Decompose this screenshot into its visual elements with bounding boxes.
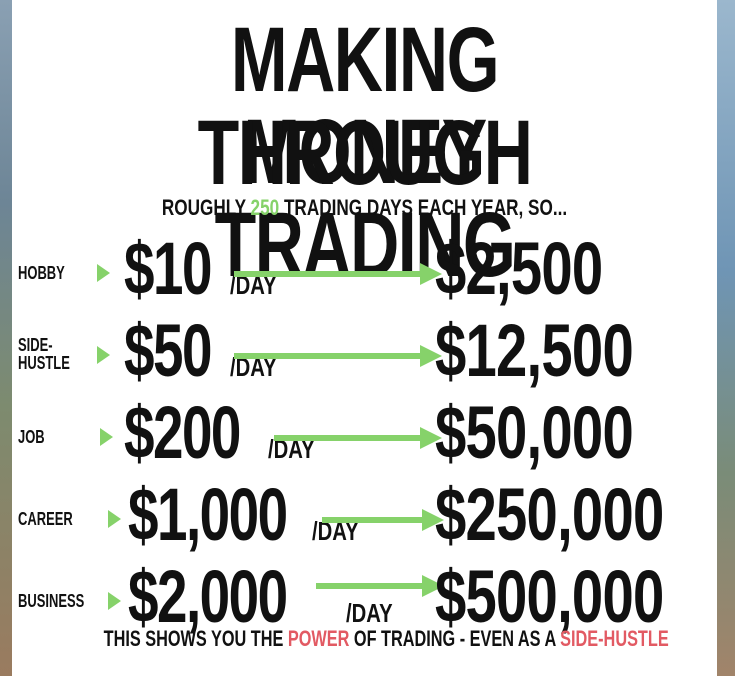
subtitle-highlight-days: 250 [250,195,280,220]
pointer-triangle-icon [97,264,110,282]
row-label-line: BUSINESS [18,591,85,611]
yearly-result: $250,000 [435,473,664,556]
background-photo-right-edge [717,0,735,676]
subtitle: ROUGHLY 250 TRADING DAYS EACH YEAR, SO..… [90,197,640,219]
footer-part-1: THIS SHOWS YOU THE [103,626,288,651]
subtitle-suffix: TRADING DAYS EACH YEAR, SO... [279,195,568,220]
income-row-side-hustle: SIDE- HUSTLE $50 /DAY $12,500 [12,308,717,388]
row-label-line: CAREER [18,509,73,529]
green-arrow-icon [322,509,444,531]
daily-amount: $200 [124,391,241,474]
footer-side-hustle: SIDE-HUSTLE [560,626,669,651]
title-line-1: MAKING MONEY [230,9,500,203]
income-row-career: CAREER $1,000 /DAY $250,000 [12,472,717,552]
row-label: BUSINESS [18,592,84,610]
green-arrow-icon [274,427,442,449]
footer-tagline: THIS SHOWS YOU THE POWER OF TRADING - EV… [103,626,669,651]
per-day-label: /DAY [346,598,393,628]
row-label: SIDE- HUSTLE [18,336,70,372]
pointer-triangle-icon [108,510,121,528]
infographic-card: MAKING MONEY THROUGH TRADING ROUGHLY 250… [12,0,717,676]
subtitle-prefix: ROUGHLY [161,195,251,220]
income-row-business: BUSINESS $2,000 /DAY $500,000 [12,554,717,634]
row-label: CAREER [18,510,73,528]
footer-part-2: OF TRADING - EVEN AS A [349,626,561,651]
row-label-line: SIDE- [18,335,53,355]
income-row-hobby: HOBBY $10 /DAY $2,500 [12,226,717,306]
row-label-line: HOBBY [18,263,65,283]
row-label-line: JOB [18,427,45,447]
yearly-result: $500,000 [435,555,664,638]
pointer-triangle-icon [108,592,121,610]
daily-amount: $50 [124,309,212,392]
income-row-job: JOB $200 /DAY $50,000 [12,390,717,470]
daily-amount: $1,000 [128,473,288,556]
yearly-result: $2,500 [435,227,603,310]
daily-amount: $2,000 [128,555,288,638]
row-label-line: HUSTLE [18,353,70,373]
footer-power: POWER [287,626,350,651]
row-label: JOB [18,428,45,446]
background-photo-left-edge [0,0,12,676]
green-arrow-icon [316,575,444,597]
daily-amount: $10 [124,227,212,310]
yearly-result: $50,000 [435,391,634,474]
pointer-triangle-icon [100,428,113,446]
green-arrow-icon [234,345,442,367]
yearly-result: $12,500 [435,309,634,392]
pointer-triangle-icon [97,346,110,364]
row-label: HOBBY [18,264,65,282]
green-arrow-icon [234,263,442,285]
